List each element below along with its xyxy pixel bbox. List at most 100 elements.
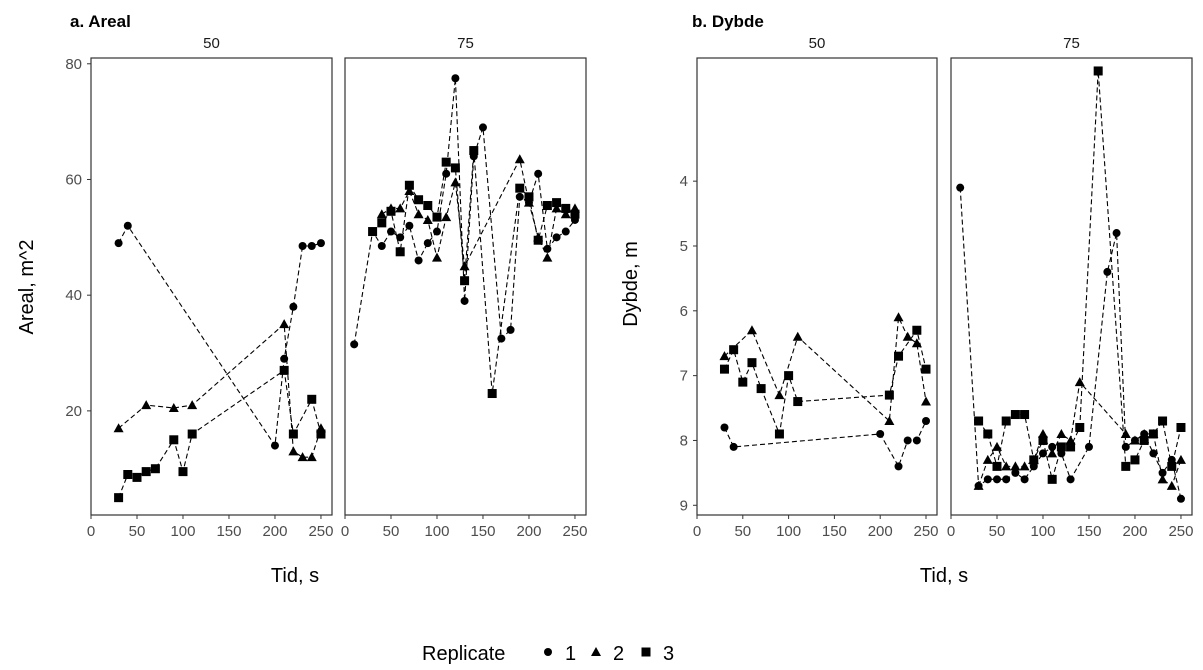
legend-title: Replicate bbox=[422, 643, 505, 665]
point-replicate-3 bbox=[469, 146, 479, 156]
point-replicate-3 bbox=[524, 192, 534, 202]
point-replicate-2 bbox=[1139, 428, 1150, 438]
point-replicate-3 bbox=[983, 429, 993, 439]
point-replicate-3 bbox=[395, 247, 405, 257]
x-tick-label: 200 bbox=[516, 523, 541, 540]
point-replicate-2 bbox=[1010, 461, 1021, 471]
point-replicate-3 bbox=[441, 157, 451, 167]
plot-dybde: b. Dybde Tid, s Dybde, m 500 50 100 150 200 2… bbox=[620, 12, 1193, 587]
y-tick-label: 7 bbox=[680, 368, 688, 385]
point-replicate-2 bbox=[982, 454, 993, 464]
series-2-line bbox=[381, 157, 576, 269]
point-replicate-3 bbox=[141, 467, 151, 477]
point-replicate-2 bbox=[792, 331, 803, 341]
point-replicate-1 bbox=[983, 475, 992, 484]
point-replicate-3 bbox=[288, 429, 298, 439]
point-replicate-3 bbox=[784, 371, 794, 381]
y-tick-label: 9 bbox=[680, 497, 688, 514]
point-replicate-2 bbox=[746, 325, 757, 335]
point-replicate-3 bbox=[169, 435, 179, 445]
point-replicate-2 bbox=[973, 480, 984, 490]
point-replicate-2 bbox=[1166, 480, 1177, 490]
x-tick-label: 0 bbox=[947, 523, 955, 540]
facet-strip-label: 75 bbox=[457, 35, 474, 52]
point-replicate-1 bbox=[552, 233, 561, 242]
point-replicate-3 bbox=[1001, 416, 1011, 426]
point-replicate-3 bbox=[921, 364, 931, 374]
y-tick-label: 20 bbox=[65, 403, 82, 420]
point-replicate-3 bbox=[1158, 416, 1168, 426]
series-3 bbox=[114, 365, 326, 503]
point-replicate-3 bbox=[1020, 410, 1030, 420]
x-axis-title-areal: Tid, s bbox=[271, 565, 319, 587]
x-tick-label: 150 bbox=[216, 523, 241, 540]
point-replicate-3 bbox=[1029, 455, 1039, 465]
series-3 bbox=[368, 146, 580, 399]
point-replicate-1 bbox=[298, 242, 307, 251]
point-replicate-2 bbox=[551, 203, 562, 213]
y-tick-label: 80 bbox=[65, 56, 82, 73]
x-tick-label: 0 bbox=[693, 523, 701, 540]
y-tick-label: 5 bbox=[680, 238, 688, 255]
point-replicate-2 bbox=[306, 452, 317, 462]
point-replicate-3 bbox=[423, 201, 433, 211]
point-replicate-1 bbox=[1038, 449, 1047, 458]
point-replicate-2 bbox=[297, 452, 308, 462]
x-tick-label: 150 bbox=[470, 523, 495, 540]
point-replicate-1 bbox=[1011, 468, 1020, 477]
point-replicate-2 bbox=[1175, 454, 1186, 464]
point-replicate-3 bbox=[719, 364, 729, 374]
point-replicate-1 bbox=[1002, 475, 1011, 484]
point-replicate-3 bbox=[1148, 429, 1158, 439]
point-replicate-2 bbox=[288, 446, 299, 456]
point-replicate-2 bbox=[1056, 428, 1067, 438]
point-replicate-1 bbox=[451, 74, 460, 83]
point-replicate-1 bbox=[307, 242, 316, 251]
point-replicate-1 bbox=[561, 227, 570, 236]
point-replicate-3 bbox=[1121, 461, 1131, 471]
facet-dybde-75: 75 0 50 100 150 200 250 bbox=[947, 35, 1194, 540]
series-2 bbox=[719, 312, 932, 426]
x-tick-label: 100 bbox=[1030, 523, 1055, 540]
legend-label: 1 bbox=[565, 643, 576, 665]
point-replicate-1 bbox=[729, 442, 738, 451]
point-replicate-3 bbox=[377, 218, 387, 228]
y-tick-label: 40 bbox=[65, 287, 82, 304]
plot-title-dybde: b. Dybde bbox=[692, 12, 764, 31]
point-replicate-3 bbox=[542, 201, 552, 211]
point-replicate-3 bbox=[552, 198, 562, 208]
point-replicate-1 bbox=[114, 239, 123, 248]
point-replicate-3 bbox=[1010, 410, 1020, 420]
series-1-line bbox=[723, 420, 927, 468]
point-replicate-2 bbox=[542, 252, 553, 262]
point-replicate-2 bbox=[395, 203, 406, 213]
point-replicate-2 bbox=[113, 423, 124, 433]
point-replicate-1 bbox=[992, 475, 1001, 484]
point-replicate-3 bbox=[307, 394, 317, 404]
point-replicate-1 bbox=[1020, 475, 1029, 484]
point-replicate-3 bbox=[570, 209, 580, 219]
x-tick-label: 50 bbox=[129, 523, 146, 540]
series-1-line bbox=[959, 187, 1182, 499]
point-replicate-3 bbox=[150, 464, 160, 474]
point-replicate-1 bbox=[405, 221, 414, 230]
point-replicate-1 bbox=[506, 325, 515, 334]
legend-items: 1 2 3 bbox=[544, 643, 674, 665]
point-replicate-2 bbox=[441, 212, 452, 222]
y-axis-title-areal: Areal, m^2 bbox=[16, 240, 38, 335]
point-replicate-3 bbox=[894, 351, 904, 361]
series-3-line bbox=[372, 150, 576, 394]
facet-strip-label: 50 bbox=[809, 35, 826, 52]
point-replicate-3 bbox=[114, 493, 124, 503]
point-replicate-1 bbox=[350, 340, 359, 349]
point-replicate-1 bbox=[377, 242, 386, 251]
x-tick-label: 150 bbox=[1076, 523, 1101, 540]
series-2-line bbox=[724, 315, 927, 423]
point-replicate-3 bbox=[1176, 422, 1186, 432]
point-replicate-1 bbox=[316, 239, 325, 248]
point-replicate-3 bbox=[912, 325, 922, 335]
point-replicate-3 bbox=[316, 429, 326, 439]
point-replicate-2 bbox=[404, 186, 415, 196]
point-replicate-1 bbox=[876, 429, 885, 438]
point-replicate-2 bbox=[141, 400, 152, 410]
